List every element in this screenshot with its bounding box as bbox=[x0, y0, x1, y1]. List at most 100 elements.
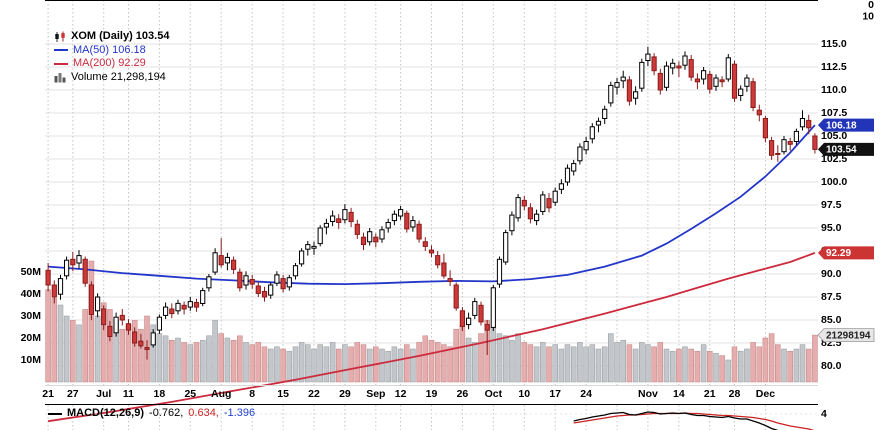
axis-callout-box bbox=[818, 142, 874, 156]
candle-body bbox=[119, 314, 125, 321]
volume-bar bbox=[311, 348, 317, 383]
volume-bar bbox=[731, 346, 738, 383]
legend-symbol-row: XOM (Daily) 103.54 bbox=[54, 30, 169, 44]
candle-body bbox=[261, 291, 268, 298]
candle-body bbox=[348, 211, 354, 223]
axis-callout-label: 21298194 bbox=[826, 330, 871, 341]
date-tick-label: 14 bbox=[673, 388, 685, 400]
candle-body bbox=[249, 279, 255, 285]
candle-body bbox=[224, 256, 231, 264]
ma200-line bbox=[47, 252, 816, 423]
candle-body bbox=[503, 232, 509, 263]
candle-body bbox=[633, 91, 639, 99]
date-tick-label: Jul bbox=[96, 388, 111, 400]
legend-symbol-text: XOM (Daily) 103.54 bbox=[71, 30, 170, 43]
volume-bar bbox=[181, 342, 187, 383]
volume-bar bbox=[787, 350, 793, 383]
candle-body bbox=[583, 141, 589, 151]
volume-bar bbox=[323, 346, 330, 383]
volume-bar bbox=[193, 342, 200, 383]
volume-bar bbox=[298, 342, 305, 383]
legend-volume-text: Volume 21,298,194 bbox=[71, 70, 166, 83]
volume-bar bbox=[626, 344, 633, 383]
candle-body bbox=[478, 304, 484, 323]
candle-body bbox=[268, 284, 274, 296]
candle-body bbox=[558, 183, 564, 190]
volume-bar bbox=[515, 333, 521, 383]
candle-body bbox=[762, 118, 768, 139]
candle-body bbox=[212, 252, 218, 273]
volume-bar bbox=[51, 298, 58, 383]
volume-bar bbox=[348, 346, 354, 383]
date-tick-label: Oct bbox=[485, 388, 503, 400]
candle-body bbox=[639, 61, 645, 89]
volume-bar bbox=[107, 309, 113, 383]
volume-bar bbox=[416, 342, 422, 383]
candle-body bbox=[169, 308, 175, 315]
volume-bar bbox=[737, 350, 744, 383]
candle-body bbox=[360, 236, 367, 246]
candle-body bbox=[57, 278, 64, 295]
candle-body bbox=[540, 194, 546, 212]
date-tick-label: 15 bbox=[277, 388, 289, 400]
candle-body bbox=[682, 55, 688, 66]
candle-body bbox=[521, 199, 527, 207]
candle-body bbox=[787, 141, 793, 145]
volume-bar bbox=[354, 342, 361, 383]
date-tick-label: 17 bbox=[549, 388, 561, 400]
volume-bar bbox=[589, 344, 596, 383]
volume-bar bbox=[199, 339, 206, 383]
volume-bar bbox=[781, 348, 787, 383]
volume-bar bbox=[614, 342, 620, 383]
date-tick-label: Sep bbox=[366, 388, 385, 400]
legend-ma200-text: MA(200) 92.29 bbox=[73, 57, 146, 70]
volume-bar bbox=[162, 335, 169, 383]
candle-body bbox=[156, 316, 163, 331]
volume-bar bbox=[45, 289, 51, 383]
candle-body bbox=[373, 236, 379, 243]
volume-bar bbox=[261, 346, 268, 383]
macd-axis-label: 4 bbox=[821, 408, 827, 420]
candle-body bbox=[602, 108, 608, 120]
ma200-swatch bbox=[54, 62, 68, 65]
candle-body bbox=[354, 223, 360, 235]
price-axis-label: 100.0 bbox=[821, 176, 847, 188]
volume-bar bbox=[187, 344, 194, 383]
candle-body bbox=[206, 276, 212, 289]
volume-axis-label: 20M bbox=[21, 332, 42, 344]
price-axis-label: 87.5 bbox=[821, 291, 842, 303]
volume-bar bbox=[645, 344, 651, 383]
candle-body bbox=[769, 140, 775, 156]
ma50-line bbox=[48, 124, 816, 286]
candle-body bbox=[694, 78, 700, 83]
candle-body bbox=[385, 222, 391, 229]
candle-body bbox=[422, 241, 428, 247]
date-tick-label: 10 bbox=[518, 388, 530, 400]
candle-body bbox=[428, 249, 435, 254]
volume-bar bbox=[335, 348, 342, 383]
volume-bar bbox=[224, 337, 231, 383]
date-tick-label: 26 bbox=[457, 388, 469, 400]
candle-body bbox=[571, 163, 577, 172]
volume-bar bbox=[156, 333, 163, 383]
candle-body bbox=[95, 296, 101, 312]
date-tick-label: 21 bbox=[42, 388, 54, 400]
candle-body bbox=[113, 316, 119, 334]
candle-body bbox=[76, 255, 82, 264]
candle-body bbox=[323, 222, 329, 228]
candle-body bbox=[614, 82, 620, 88]
macd-value: -0.762, bbox=[149, 407, 184, 419]
candle-body bbox=[163, 306, 169, 316]
candle-body bbox=[812, 135, 818, 150]
candle-body bbox=[738, 88, 744, 96]
axis-callout-label: 106.18 bbox=[826, 120, 857, 131]
volume-bar bbox=[620, 339, 626, 383]
volume-bar bbox=[267, 348, 274, 383]
candle-body bbox=[552, 190, 558, 203]
candle-body bbox=[515, 197, 521, 219]
candle-body bbox=[243, 275, 249, 286]
candle-body bbox=[806, 119, 812, 129]
volume-bar bbox=[459, 324, 466, 383]
volume-bar bbox=[750, 342, 756, 383]
